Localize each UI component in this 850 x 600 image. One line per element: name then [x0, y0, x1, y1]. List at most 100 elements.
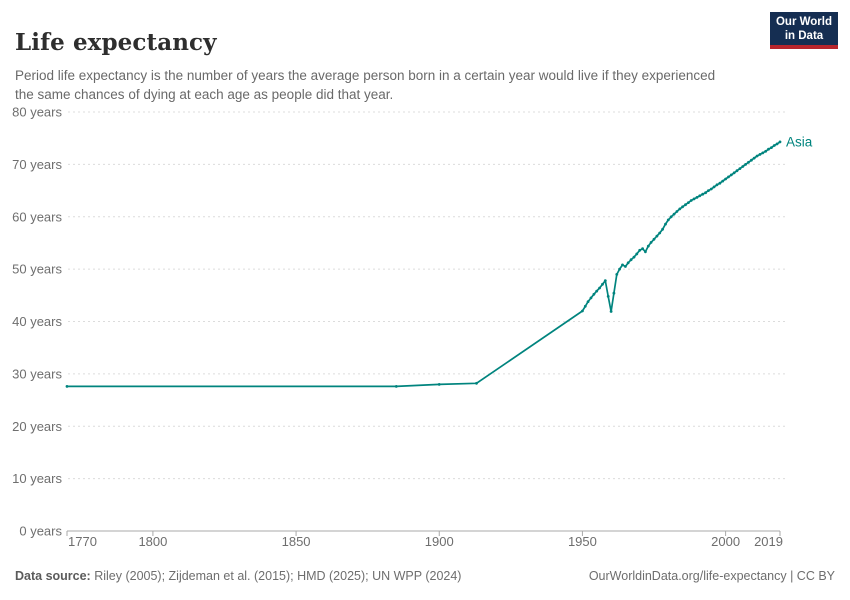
series-point — [632, 255, 636, 259]
series-point — [681, 205, 684, 209]
data-source-text: Data source: Riley (2005); Zijdeman et a… — [15, 569, 462, 583]
series-point — [761, 151, 765, 155]
x-axis-tick-label: 1770 — [68, 534, 97, 549]
series-point — [618, 267, 621, 271]
series-point — [603, 279, 607, 282]
series-point — [595, 289, 599, 293]
series-point — [741, 165, 745, 168]
series-point — [770, 146, 773, 150]
series-point — [612, 291, 616, 295]
series-point — [669, 215, 673, 219]
series-point — [621, 263, 624, 267]
series-point — [649, 241, 653, 244]
page-title: Life expectancy — [15, 29, 217, 57]
series-line-asia[interactable] — [66, 141, 781, 388]
y-axis-tick-label: 20 years — [12, 419, 62, 434]
y-axis-tick-label: 10 years — [12, 471, 62, 486]
series-point — [437, 383, 441, 386]
series-point — [658, 231, 662, 235]
series-point — [664, 222, 667, 226]
owid-logo[interactable]: Our World in Data — [770, 12, 838, 49]
series-point — [475, 381, 478, 385]
x-axis-tick-label: 1950 — [568, 534, 597, 549]
y-axis-tick-label: 50 years — [12, 262, 62, 277]
series-point — [689, 199, 693, 202]
series-point — [695, 196, 699, 199]
series-point — [767, 147, 770, 151]
x-axis-tick-label: 1900 — [425, 534, 454, 549]
y-axis-tick-label: 0 years — [19, 524, 62, 539]
series-point — [732, 171, 736, 175]
series-point — [729, 173, 733, 177]
data-source-label: Data source: — [15, 569, 91, 583]
series-point — [65, 385, 69, 388]
series-point — [744, 163, 747, 166]
series-end-label[interactable]: Asia — [786, 134, 813, 149]
series-point — [592, 292, 596, 296]
series-point — [626, 261, 630, 265]
series-point — [652, 237, 656, 241]
series-point — [615, 273, 619, 276]
series-point — [646, 244, 650, 248]
series-point — [727, 175, 730, 179]
series-point — [678, 207, 682, 211]
series-point — [675, 210, 679, 213]
chart-subtitle: Period life expectancy is the number of … — [15, 67, 716, 102]
series-point — [394, 385, 398, 388]
series-point — [775, 142, 779, 146]
y-axis-tick-label: 30 years — [12, 366, 62, 381]
series-point — [704, 191, 707, 195]
series-point — [583, 304, 587, 308]
y-axis-tick-label: 80 years — [12, 105, 62, 120]
series-point — [624, 265, 627, 268]
series-point — [758, 153, 762, 156]
series-point — [589, 296, 593, 300]
series-point — [598, 286, 601, 290]
credit-link[interactable]: OurWorldinData.org/life-expectancy | CC … — [588, 569, 835, 583]
series-point — [601, 282, 604, 286]
series-point — [712, 185, 716, 189]
series-point — [747, 160, 750, 164]
series-point — [755, 154, 759, 158]
owid-logo-line1: Our World — [775, 15, 832, 28]
series-point — [638, 248, 642, 252]
x-axis-tick-label: 1800 — [138, 534, 167, 549]
x-axis-tick-label: 1850 — [282, 534, 311, 549]
series-point — [635, 252, 639, 256]
series-point — [672, 212, 676, 216]
series-point — [721, 179, 725, 183]
series-point — [715, 183, 719, 187]
chart-footer: Data source: Riley (2005); Zijdeman et a… — [15, 569, 835, 583]
series-point — [718, 181, 722, 185]
series-point — [698, 194, 702, 198]
series-point — [752, 156, 756, 160]
series-point — [586, 300, 590, 303]
series-point — [709, 187, 713, 191]
y-axis-tick-label: 60 years — [12, 209, 62, 224]
series-point — [661, 227, 664, 231]
series-point — [609, 310, 613, 313]
series-point — [724, 177, 727, 181]
series-point — [687, 201, 690, 205]
series-point — [750, 158, 753, 162]
series-point — [764, 149, 768, 153]
series-point — [692, 197, 696, 201]
series-point — [606, 295, 610, 298]
series-point — [581, 309, 584, 313]
series-point — [778, 140, 782, 144]
x-axis-tick-label: 2000 — [711, 534, 740, 549]
y-axis-tick-label: 70 years — [12, 157, 62, 172]
series-point — [735, 169, 739, 173]
owid-logo-line2: in Data — [784, 29, 824, 42]
x-axis-tick-label: 2019 — [754, 534, 783, 549]
series-point — [684, 203, 687, 207]
series-point — [644, 250, 647, 254]
series-point — [738, 167, 742, 171]
series-point — [772, 144, 776, 147]
series-point — [655, 234, 659, 238]
series-point — [641, 247, 644, 251]
y-axis-tick-label: 40 years — [12, 314, 62, 329]
series-point — [666, 218, 670, 222]
